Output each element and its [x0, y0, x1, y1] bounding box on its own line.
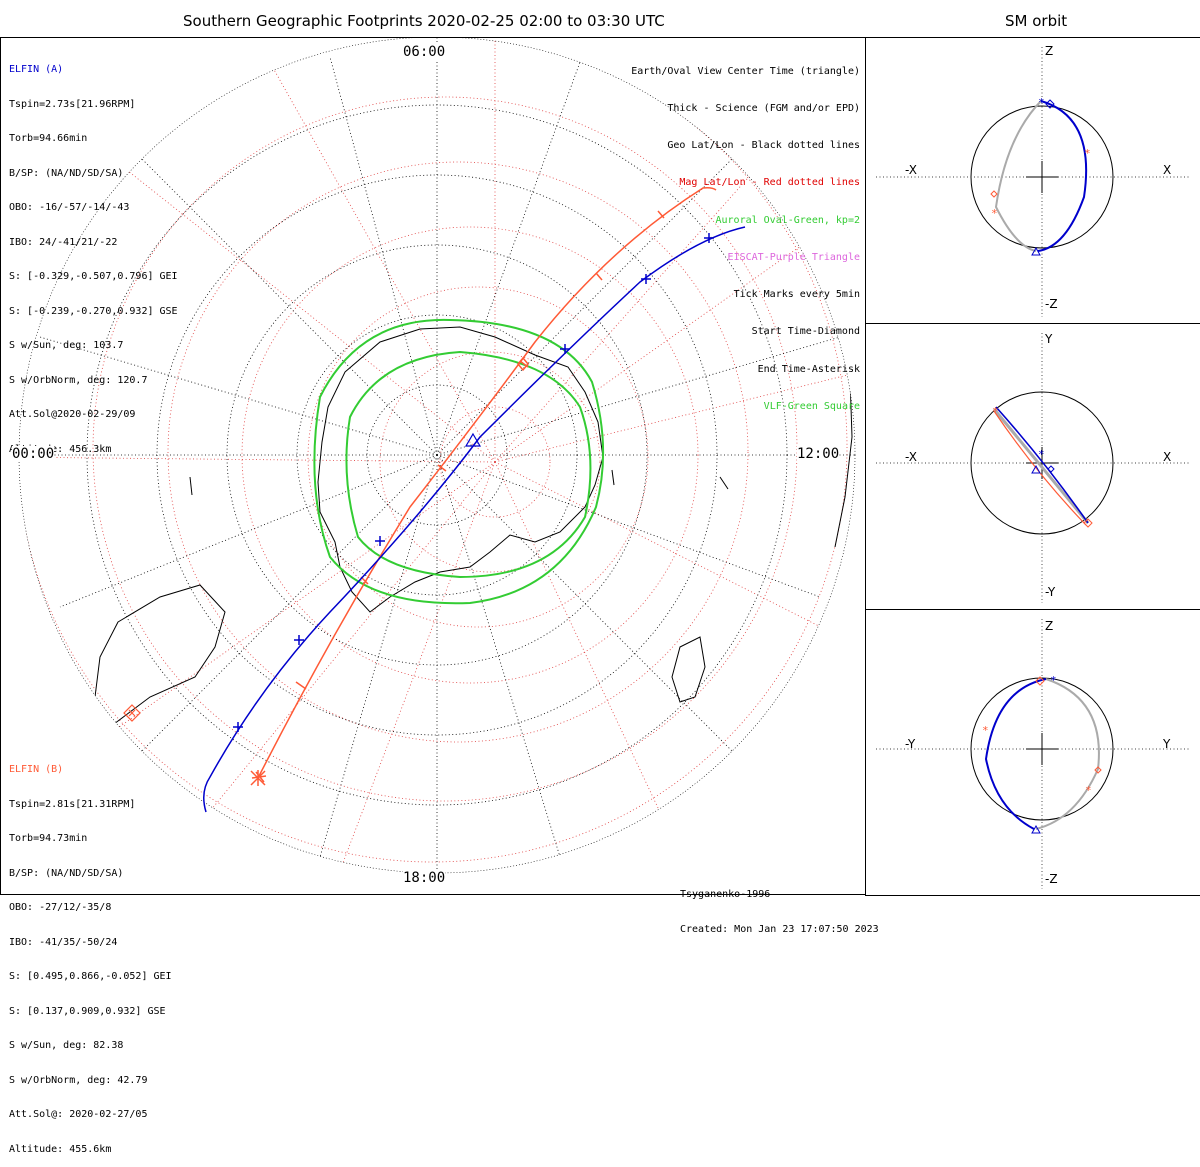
elfin-a-track [203, 226, 746, 813]
legend-entry: Mag Lat/Lon - Red dotted lines [679, 177, 860, 189]
legend-entry: EISCAT-Purple Triangle [727, 251, 860, 263]
panel1-down-label: -Z [1045, 297, 1058, 311]
auroral-oval [313, 318, 605, 605]
model-credit: Tsyganenko-1996 [680, 889, 771, 900]
panel2-right-label: X [1163, 450, 1172, 464]
elfin-a-line: S w/OrbNorm, deg: 120.7 [9, 374, 148, 386]
panel1-up-label: Z [1045, 44, 1054, 58]
panel3-up-label: Z [1045, 619, 1054, 633]
elfin-b-line: S: [0.137,0.909,0.932] GSE [9, 1005, 166, 1017]
panel3-left-label: -Y [905, 737, 916, 751]
legend-entry: Earth/Oval View Center Time (triangle) [631, 65, 860, 77]
panel2-down-label: -Y [1045, 585, 1056, 599]
elfin-b-line: S w/OrbNorm, deg: 42.79 [9, 1074, 148, 1086]
legend-entry: Tick Marks every 5min [733, 289, 860, 301]
elfin-b-line: IBO: -41/35/-50/24 [9, 936, 118, 948]
elfin-a-line: S: [-0.239,-0.270,0.932] GSE [9, 305, 178, 317]
mlt-label-left: 00:00 [12, 446, 55, 462]
map-boundary [18, 37, 856, 874]
elfin-a-line: B/SP: (NA/ND/SD/SA) [9, 167, 124, 179]
elfin-b-line: S w/Sun, deg: 82.38 [9, 1040, 124, 1051]
elfin-a-line: Att.Sol@2020-02-29/09 [9, 409, 136, 420]
legend-entry: Start Time-Diamond [751, 326, 860, 338]
elfin-b-line: Torb=94.73min [9, 833, 88, 844]
plot-title: Southern Geographic Footprints 2020-02-2… [183, 12, 665, 30]
svg-text:*: * [1038, 96, 1045, 109]
geo-grid [19, 37, 855, 873]
created-timestamp: Created: Mon Jan 23 17:07:50 2023 [680, 923, 879, 935]
panel3-right-label: Y [1163, 737, 1171, 751]
elfin-a-name: ELFIN (A) [9, 64, 64, 75]
svg-text:*: * [982, 724, 989, 737]
elfin-b-name: ELFIN (B) [9, 764, 64, 775]
sm-panel-yz-frame [865, 609, 1200, 896]
credits: Tsyganenko-1996 Created: Mon Jan 23 17:0… [680, 866, 879, 947]
view-center-triangle [464, 432, 482, 447]
svg-text:*: * [991, 207, 998, 220]
sm-panel-xz: * * * [876, 47, 1191, 317]
elfin-b-line: B/SP: (NA/ND/SD/SA) [9, 867, 124, 879]
panel1-left-label: -X [905, 163, 917, 177]
panel2-left-label: -X [905, 450, 917, 464]
svg-text:*: * [1050, 674, 1057, 687]
elfin-b-line: Att.Sol@: 2020-02-27/05 [9, 1109, 148, 1120]
elfin-a-line: IBO: 24/-41/21/-22 [9, 236, 118, 248]
legend: Earth/Oval View Center Time (triangle) T… [631, 41, 860, 426]
elfin-a-line: Tspin=2.73s[21.96RPM] [9, 98, 136, 110]
panel2-up-label: Y [1045, 332, 1053, 346]
sm-panel-xy: * * [876, 333, 1191, 603]
elfin-b-line: OBO: -27/12/-35/8 [9, 902, 112, 913]
mlt-label-bottom: 18:00 [403, 870, 446, 886]
svg-text:*: * [1038, 448, 1045, 461]
svg-text:*: * [1085, 784, 1092, 797]
mlt-label-right: 12:00 [797, 446, 840, 462]
svg-text:*: * [992, 405, 999, 418]
legend-entry: Geo Lat/Lon - Black dotted lines [667, 140, 860, 152]
elfin-b-line: Altitude: 455.6km [9, 1143, 112, 1155]
elfin-a-line: OBO: -16/-57/-14/-43 [9, 202, 130, 213]
elfin-a-line: S w/Sun, deg: 103.7 [9, 340, 124, 351]
sm-orbit-title: SM orbit [1005, 12, 1068, 30]
elfin-b-track [250, 187, 717, 786]
legend-entry: Thick - Science (FGM and/or EPD) [667, 103, 860, 115]
legend-entry: Auroral Oval-Green, kp=2 [715, 214, 861, 226]
elfin-b-line: S: [0.495,0.866,-0.052] GEI [9, 971, 172, 982]
vlf-marker [123, 704, 141, 722]
elfin-a-line: Torb=94.66min [9, 133, 88, 144]
mlt-label-top: 06:00 [403, 44, 446, 60]
sm-panel-yz: * * * [876, 619, 1191, 889]
elfin-a-line: S: [-0.329,-0.507,0.796] GEI [9, 271, 178, 282]
panel3-down-label: -Z [1045, 872, 1058, 886]
elfin-b-info: ELFIN (B) Tspin=2.81s[21.31RPM] Torb=94.… [9, 741, 172, 1167]
elfin-a-info: ELFIN (A) Tspin=2.73s[21.96RPM] Torb=94.… [9, 41, 178, 467]
legend-entry: VLF-Green Square [763, 400, 860, 412]
panel1-right-label: X [1163, 163, 1172, 177]
svg-text:*: * [1084, 147, 1091, 160]
elfin-b-line: Tspin=2.81s[21.31RPM] [9, 798, 136, 810]
legend-entry: End Time-Asterisk [757, 363, 860, 375]
